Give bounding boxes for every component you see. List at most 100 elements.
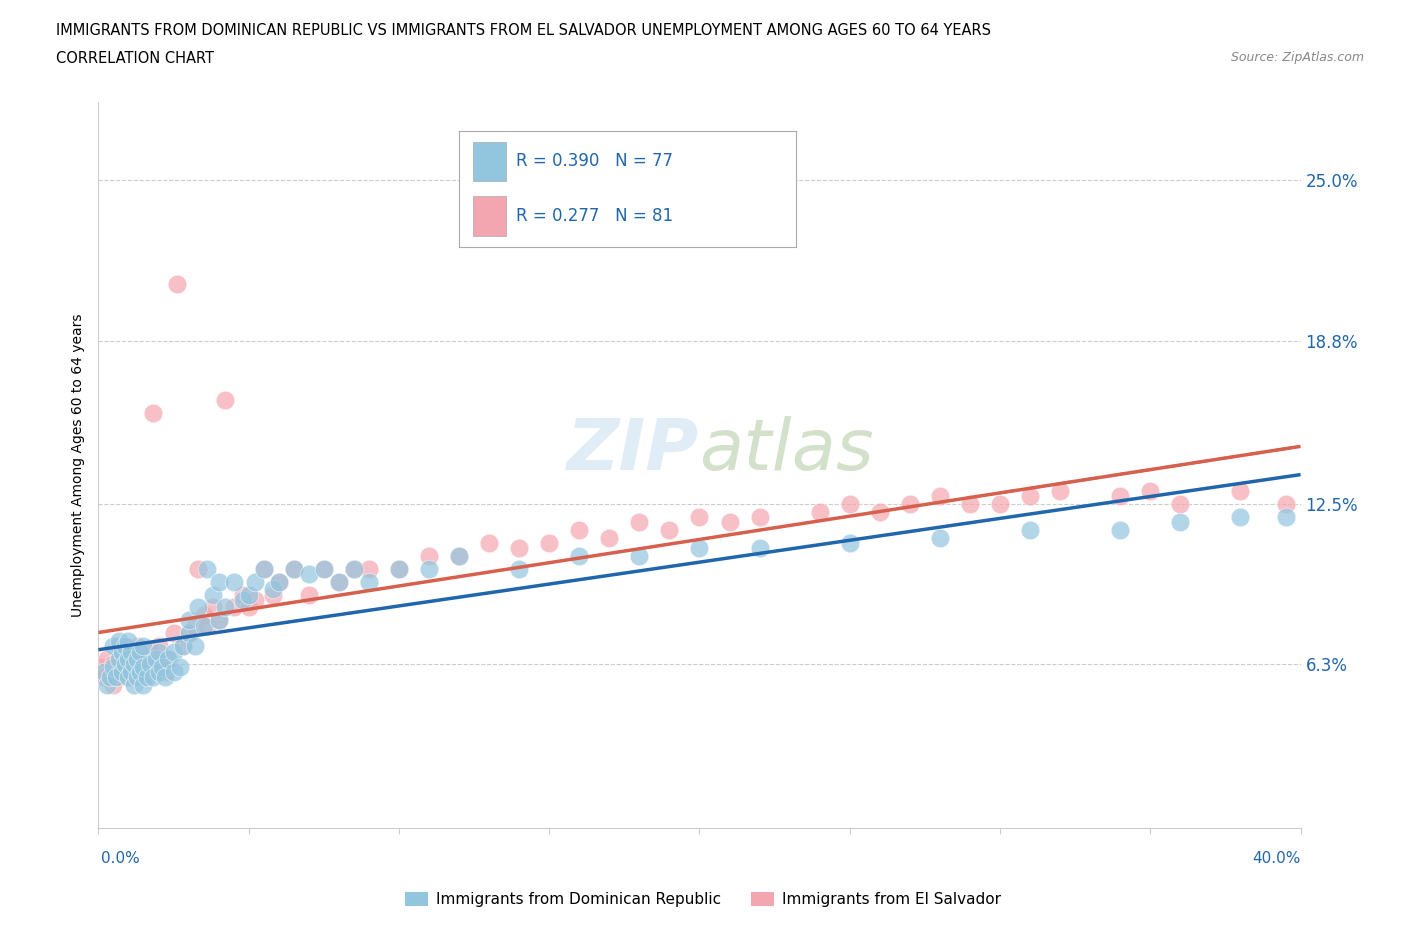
Point	[201, 587, 224, 602]
Point	[232, 587, 254, 602]
Point	[127, 670, 149, 684]
Point	[132, 659, 155, 674]
Point	[388, 561, 411, 576]
Point	[93, 670, 115, 684]
Point	[243, 574, 266, 589]
Point	[166, 276, 188, 291]
Point	[298, 566, 321, 581]
Point	[121, 644, 143, 659]
Text: IMMIGRANTS FROM DOMINICAN REPUBLIC VS IMMIGRANTS FROM EL SALVADOR UNEMPLOYMENT A: IMMIGRANTS FROM DOMINICAN REPUBLIC VS IM…	[56, 23, 991, 38]
Y-axis label: Unemployment Among Ages 60 to 64 years: Unemployment Among Ages 60 to 64 years	[72, 313, 86, 617]
Point	[538, 536, 561, 551]
Point	[156, 652, 179, 667]
Point	[153, 665, 176, 680]
Point	[103, 678, 125, 693]
Point	[988, 497, 1011, 512]
Point	[145, 652, 167, 667]
Point	[90, 659, 112, 674]
Point	[117, 670, 139, 684]
Point	[150, 659, 173, 674]
Point	[141, 405, 163, 420]
Point	[187, 561, 209, 576]
Point	[96, 678, 118, 693]
Point	[111, 665, 134, 680]
Point	[238, 600, 260, 615]
Point	[508, 561, 530, 576]
Point	[108, 652, 131, 667]
Point	[628, 514, 651, 529]
Point	[1229, 484, 1251, 498]
Point	[388, 561, 411, 576]
Point	[208, 613, 231, 628]
Point	[283, 561, 305, 576]
Point	[312, 561, 335, 576]
Point	[418, 561, 440, 576]
Point	[129, 665, 152, 680]
Point	[135, 652, 157, 667]
Point	[138, 644, 160, 659]
Point	[111, 644, 134, 659]
Point	[132, 678, 155, 693]
Point	[262, 582, 284, 597]
Point	[253, 561, 276, 576]
Point	[222, 600, 245, 615]
Point	[111, 665, 134, 680]
Point	[658, 523, 681, 538]
Point	[328, 574, 350, 589]
Point	[135, 670, 157, 684]
Text: ZIP: ZIP	[567, 416, 700, 485]
Point	[114, 639, 136, 654]
Point	[93, 665, 115, 680]
Point	[201, 600, 224, 615]
Point	[111, 644, 134, 659]
Point	[357, 574, 380, 589]
Point	[808, 504, 831, 519]
Point	[162, 644, 184, 659]
Point	[898, 497, 921, 512]
Point	[312, 561, 335, 576]
Point	[418, 549, 440, 564]
Point	[262, 587, 284, 602]
Point	[187, 600, 209, 615]
Point	[172, 639, 194, 654]
Point	[478, 536, 501, 551]
Point	[108, 633, 131, 648]
Point	[148, 639, 170, 654]
Point	[214, 392, 236, 407]
Point	[156, 652, 179, 667]
Point	[117, 652, 139, 667]
Point	[869, 504, 891, 519]
Point	[172, 639, 194, 654]
Point	[929, 488, 952, 503]
Point	[1109, 523, 1132, 538]
Point	[96, 652, 118, 667]
Point	[148, 644, 170, 659]
Point	[208, 574, 231, 589]
Point	[117, 670, 139, 684]
Point	[298, 587, 321, 602]
Point	[508, 540, 530, 555]
Point	[177, 613, 200, 628]
Point	[598, 530, 620, 545]
Point	[718, 514, 741, 529]
Legend: Immigrants from Dominican Republic, Immigrants from El Salvador: Immigrants from Dominican Republic, Immi…	[399, 885, 1007, 913]
Point	[195, 561, 218, 576]
Point	[748, 510, 770, 525]
Point	[117, 633, 139, 648]
Point	[124, 658, 146, 672]
Point	[1139, 484, 1161, 498]
Point	[124, 678, 146, 693]
Point	[267, 574, 290, 589]
Point	[959, 497, 981, 512]
Point	[1019, 488, 1042, 503]
Point	[283, 561, 305, 576]
Point	[153, 670, 176, 684]
Point	[162, 665, 184, 680]
Point	[267, 574, 290, 589]
Point	[121, 665, 143, 680]
Point	[253, 561, 276, 576]
Point	[1170, 497, 1192, 512]
Point	[108, 652, 131, 667]
Point	[628, 549, 651, 564]
Point	[177, 626, 200, 641]
